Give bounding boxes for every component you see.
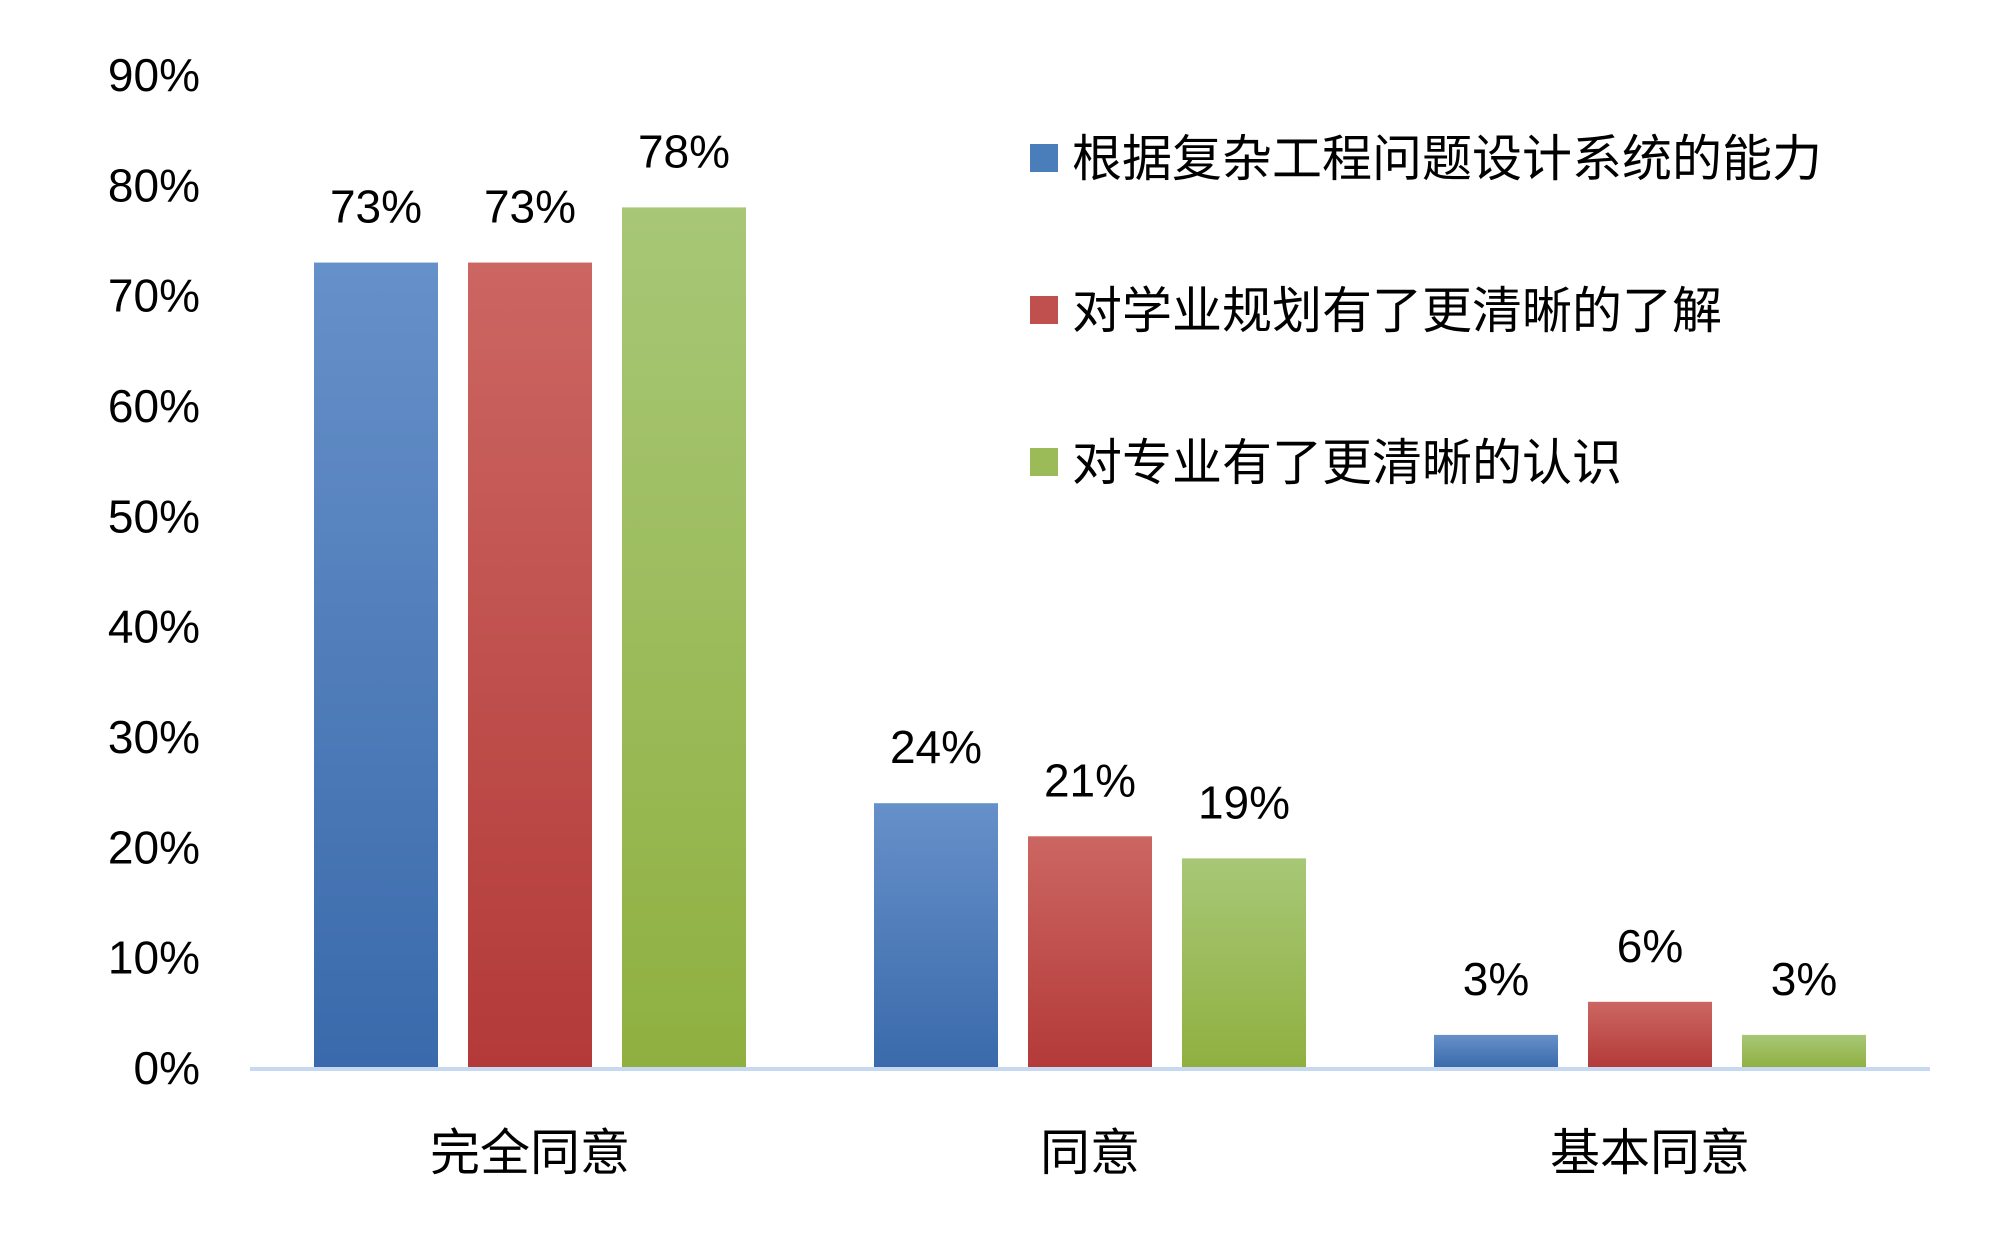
y-tick-label: 10% xyxy=(108,932,200,984)
y-tick-label: 60% xyxy=(108,380,200,432)
bar xyxy=(314,262,438,1069)
data-labels: 73% 73% 78% 24% 21% 19% 3% 6% 3% xyxy=(330,125,1837,1005)
data-label: 73% xyxy=(484,181,576,233)
legend-label: 对学业规划有了更清晰的了解 xyxy=(1072,282,1722,340)
legend-label: 根据复杂工程问题设计系统的能力 xyxy=(1072,130,1822,188)
data-label: 73% xyxy=(330,181,422,233)
legend-label: 对专业有了更清晰的认识 xyxy=(1072,434,1622,492)
bar xyxy=(1742,1034,1866,1068)
data-label: 3% xyxy=(1463,953,1529,1005)
data-label: 24% xyxy=(890,721,982,773)
y-tick-label: 90% xyxy=(108,49,200,101)
bar xyxy=(1588,1001,1712,1068)
bar xyxy=(468,262,592,1069)
data-label: 19% xyxy=(1198,776,1290,828)
bar xyxy=(874,803,998,1068)
data-label: 3% xyxy=(1771,953,1837,1005)
bar xyxy=(1182,858,1306,1068)
y-tick-label: 30% xyxy=(108,711,200,763)
y-tick-label: 80% xyxy=(108,159,200,211)
y-tick-label: 70% xyxy=(108,270,200,322)
bar xyxy=(1028,836,1152,1068)
y-tick-label: 40% xyxy=(108,601,200,653)
y-tick-label: 0% xyxy=(134,1042,200,1094)
data-label: 78% xyxy=(638,125,730,177)
bars xyxy=(314,207,1866,1069)
x-category-label: 完全同意 xyxy=(430,1124,630,1182)
y-axis-tick-labels: 0% 10% 20% 30% 40% 50% 60% 70% 80% 90% xyxy=(108,49,200,1094)
y-tick-label: 20% xyxy=(108,821,200,873)
bar xyxy=(622,207,746,1068)
category-labels: 完全同意 同意 基本同意 xyxy=(430,1124,1750,1182)
legend-swatch xyxy=(1030,448,1058,476)
x-category-label: 同意 xyxy=(1040,1124,1140,1182)
y-tick-label: 50% xyxy=(108,490,200,542)
legend-swatch xyxy=(1030,296,1058,324)
data-label: 6% xyxy=(1617,920,1683,972)
data-label: 21% xyxy=(1044,754,1136,806)
bar xyxy=(1434,1034,1558,1068)
legend-swatch xyxy=(1030,144,1058,172)
x-category-label: 基本同意 xyxy=(1550,1124,1750,1182)
